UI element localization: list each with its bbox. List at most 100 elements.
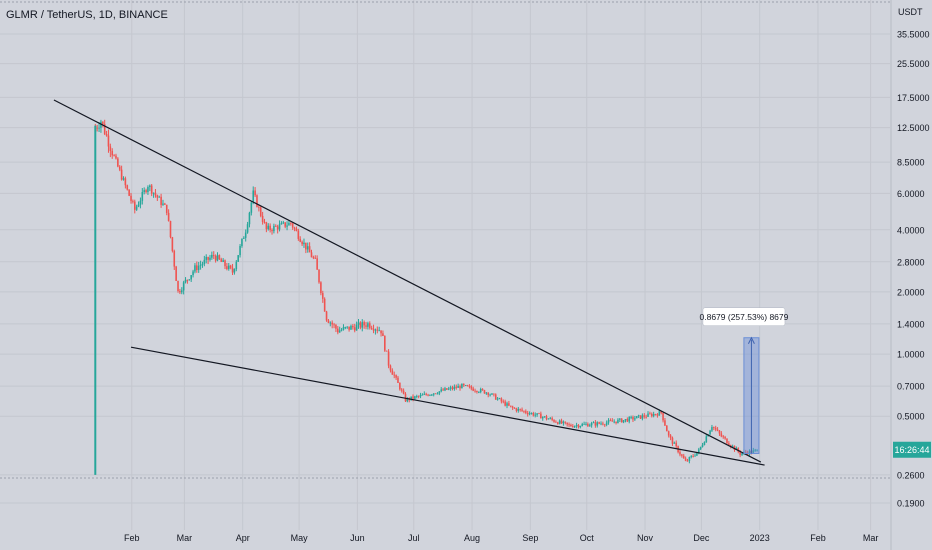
candle-body — [288, 222, 290, 226]
candle-body — [472, 388, 474, 391]
measure-tool[interactable]: 0.8679 (257.53%) 8679 — [700, 307, 789, 454]
candle-body — [385, 350, 388, 352]
candle-body — [538, 413, 540, 415]
candle-body — [722, 436, 725, 438]
candle-body — [290, 222, 292, 224]
candle-body — [227, 265, 230, 270]
candle-body — [457, 386, 459, 388]
candle-body — [107, 135, 110, 147]
candle-body — [573, 425, 576, 428]
candle-body — [310, 252, 313, 258]
candle-body — [641, 415, 644, 419]
candle-body — [711, 427, 713, 431]
candle-body — [244, 232, 247, 238]
candle-body — [303, 242, 305, 245]
candle-body — [235, 261, 238, 270]
candle-body — [301, 241, 303, 245]
candle-body — [226, 266, 228, 270]
candle-body — [602, 423, 604, 425]
candle-body — [592, 422, 595, 424]
candle-body — [286, 225, 288, 227]
candle-body — [147, 187, 149, 193]
candle-body — [558, 420, 561, 424]
y-tick-label: 2.8000 — [897, 257, 925, 267]
y-tick-label: 1.0000 — [897, 350, 925, 360]
candle-body — [643, 415, 646, 417]
x-tick-label: Apr — [236, 533, 250, 543]
candle-body — [391, 370, 394, 375]
current-price-label: 16:26:44 — [894, 445, 929, 455]
candle-body — [184, 279, 187, 283]
candle-body — [274, 225, 277, 227]
candle-body — [436, 393, 439, 395]
candle-body — [500, 398, 503, 402]
candle-body — [417, 396, 420, 397]
price-axis[interactable]: USDT 35.5000 25.5000 17.5000 12.5000 8.5000 6.… — [893, 7, 931, 509]
symbol-title[interactable]: GLMR / TetherUS, 1D, BINANCE — [6, 9, 168, 21]
x-tick-label: Mar — [863, 533, 879, 543]
candle-body — [581, 424, 584, 426]
candle-body — [363, 322, 365, 326]
candle-body — [534, 414, 537, 416]
candle-body — [686, 460, 689, 462]
candle-body — [258, 206, 260, 208]
candle-body — [656, 414, 659, 416]
candle-body — [280, 223, 283, 225]
candle-body — [748, 450, 751, 455]
candle-body — [402, 390, 405, 394]
candle-body — [671, 437, 674, 444]
candle-body — [282, 222, 285, 224]
candle-body — [536, 413, 538, 415]
candle-body — [588, 425, 591, 427]
candle-body — [368, 323, 371, 328]
candle-body — [276, 226, 279, 230]
candle-body — [126, 185, 129, 190]
candle-body — [570, 424, 572, 427]
candle-body — [118, 166, 121, 170]
candle-body — [519, 408, 521, 410]
candle-body — [555, 421, 557, 423]
candle-body — [192, 271, 194, 276]
candle-body — [399, 382, 401, 390]
candle-body — [726, 438, 728, 444]
candle-body — [714, 427, 717, 430]
candle-body — [684, 458, 687, 461]
candle-body — [372, 328, 375, 331]
candle-body — [485, 392, 488, 394]
y-tick-label: 0.5000 — [897, 412, 925, 422]
candle-body — [284, 222, 286, 227]
candle-body — [421, 394, 424, 396]
candle-body — [596, 422, 599, 426]
candle-body — [246, 224, 249, 233]
candle-body — [496, 398, 499, 400]
candle-body — [384, 336, 386, 351]
candle-body — [241, 238, 243, 247]
candle-body — [502, 401, 505, 403]
candle-body — [415, 396, 418, 397]
candle-body — [248, 212, 251, 225]
time-axis[interactable]: Feb Mar Apr May Jun Jul Aug Sep Oct Nov Dec 2023 Feb… — [124, 533, 878, 543]
candle-body — [239, 246, 241, 256]
candle-body — [446, 388, 448, 390]
candle-body — [654, 414, 657, 415]
candle-body — [321, 293, 324, 299]
candle-body — [342, 327, 345, 330]
candle-body — [333, 324, 335, 326]
candle-body — [508, 403, 510, 406]
candle-body — [607, 420, 610, 423]
candle-body — [474, 390, 476, 392]
candle-body — [650, 413, 653, 417]
candle-body — [252, 190, 255, 203]
candle-body — [615, 421, 617, 424]
candle-body — [566, 422, 568, 425]
candle-body — [209, 257, 211, 260]
candle-body — [630, 416, 632, 418]
candle-body — [179, 290, 181, 293]
candle-body — [113, 155, 115, 157]
candle-body — [553, 419, 555, 422]
candle-body — [177, 280, 179, 291]
candle-body — [530, 413, 533, 414]
candle-body — [271, 230, 273, 232]
y-tick-label: 0.1900 — [897, 499, 925, 509]
